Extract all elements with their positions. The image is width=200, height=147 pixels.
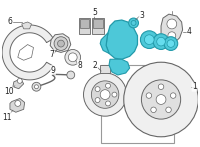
Circle shape — [144, 35, 154, 45]
Polygon shape — [80, 19, 89, 28]
Circle shape — [168, 32, 176, 40]
Circle shape — [124, 62, 198, 137]
Circle shape — [67, 71, 75, 79]
Circle shape — [54, 37, 68, 50]
Circle shape — [164, 37, 178, 50]
Circle shape — [167, 19, 177, 29]
Circle shape — [100, 90, 110, 100]
Text: 11: 11 — [2, 113, 12, 122]
Circle shape — [106, 83, 110, 88]
FancyBboxPatch shape — [100, 65, 110, 73]
Circle shape — [129, 18, 138, 28]
Polygon shape — [2, 25, 53, 80]
Text: 10: 10 — [4, 87, 14, 96]
Circle shape — [146, 93, 152, 98]
Polygon shape — [10, 98, 25, 112]
Polygon shape — [161, 14, 183, 45]
FancyBboxPatch shape — [101, 65, 174, 143]
Circle shape — [157, 37, 165, 46]
Text: 5: 5 — [92, 8, 97, 17]
Polygon shape — [13, 79, 24, 89]
Polygon shape — [100, 33, 109, 53]
Circle shape — [156, 95, 166, 104]
Circle shape — [151, 107, 156, 113]
Text: 9: 9 — [51, 66, 56, 75]
Text: 6: 6 — [8, 17, 12, 26]
Circle shape — [95, 87, 100, 92]
Circle shape — [140, 31, 158, 49]
Circle shape — [170, 93, 176, 98]
Circle shape — [112, 92, 117, 97]
Circle shape — [166, 107, 171, 113]
Circle shape — [17, 78, 22, 83]
Polygon shape — [50, 34, 71, 52]
Circle shape — [95, 98, 100, 102]
Circle shape — [58, 40, 64, 47]
Polygon shape — [109, 59, 130, 75]
Circle shape — [158, 84, 164, 90]
Circle shape — [106, 101, 110, 106]
Text: 3: 3 — [139, 11, 144, 20]
Circle shape — [32, 82, 41, 91]
Circle shape — [65, 49, 81, 65]
Text: 2: 2 — [93, 61, 98, 70]
Circle shape — [15, 101, 21, 106]
Circle shape — [91, 81, 119, 108]
Polygon shape — [18, 45, 33, 60]
Circle shape — [167, 40, 175, 47]
Circle shape — [68, 53, 77, 62]
Circle shape — [153, 34, 169, 49]
Polygon shape — [79, 18, 90, 34]
Text: 8: 8 — [77, 61, 82, 70]
Text: 4: 4 — [187, 27, 192, 36]
Polygon shape — [93, 19, 103, 28]
Polygon shape — [92, 18, 104, 34]
Circle shape — [34, 85, 38, 89]
Circle shape — [84, 73, 127, 116]
Polygon shape — [106, 20, 137, 59]
Circle shape — [141, 80, 181, 119]
Circle shape — [131, 21, 136, 25]
Polygon shape — [22, 22, 32, 29]
Text: 7: 7 — [50, 50, 55, 59]
Text: 1: 1 — [192, 82, 197, 91]
